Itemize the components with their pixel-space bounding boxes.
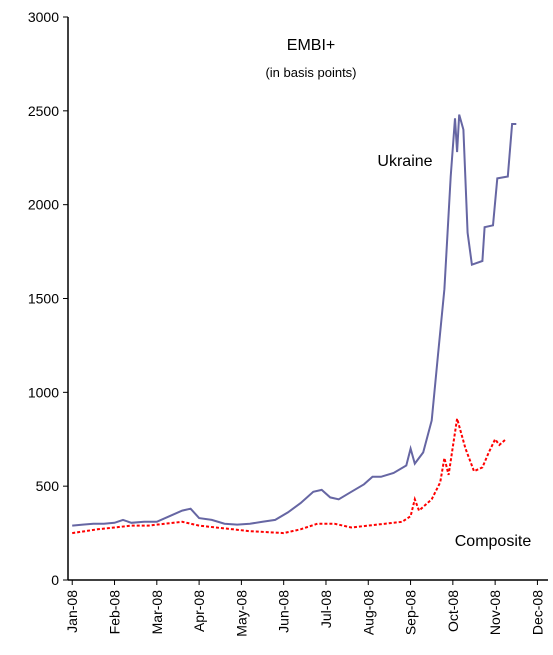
y-tick-label: 3000 (28, 9, 59, 25)
y-tick-label: 500 (36, 478, 60, 494)
x-tick-label: Dec-08 (529, 590, 545, 635)
annotation: Ukraine (377, 153, 432, 170)
x-tick-label: Jun-08 (276, 590, 292, 633)
x-tick-label: Jan-08 (64, 590, 80, 633)
series-line (72, 418, 507, 535)
x-tick-label: Apr-08 (191, 590, 207, 632)
x-tick-label: Mar-08 (149, 590, 165, 635)
x-tick-label: Feb-08 (107, 590, 123, 635)
x-tick-label: Aug-08 (360, 590, 376, 635)
y-tick-label: 2000 (28, 197, 59, 213)
chart-subtitle: (in basis points) (265, 65, 356, 80)
x-tick-label: May-08 (233, 590, 249, 637)
y-tick-label: 2500 (28, 103, 59, 119)
y-tick-label: 1000 (28, 384, 59, 400)
x-tick-label: Jul-08 (318, 590, 334, 628)
chart-title: EMBI+ (287, 37, 335, 54)
x-tick-label: Sep-08 (403, 590, 419, 635)
y-tick-label: 0 (51, 572, 59, 588)
x-tick-label: Nov-08 (487, 590, 503, 635)
annotation: Composite (455, 533, 532, 550)
y-tick-label: 1500 (28, 291, 59, 307)
series-line (72, 114, 517, 527)
x-tick-label: Oct-08 (445, 590, 461, 632)
